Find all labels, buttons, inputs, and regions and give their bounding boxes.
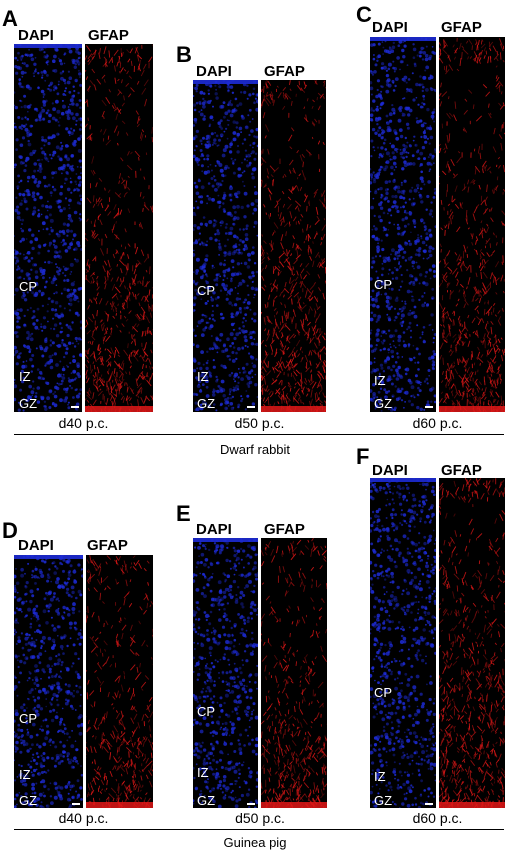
panel-letter: C xyxy=(356,2,372,27)
species-label: Dwarf rabbit xyxy=(219,442,291,457)
scale-bar xyxy=(425,803,433,805)
cp-label: CP xyxy=(197,704,216,719)
panel-letter: E xyxy=(176,501,191,526)
dapi-image xyxy=(193,538,258,808)
gfap-label: GFAP xyxy=(264,63,305,80)
gfap-image xyxy=(85,44,153,412)
iz-label: IZ xyxy=(197,765,209,780)
stage-label: d50 p.c. xyxy=(234,415,285,431)
dapi-label: DAPI xyxy=(196,63,232,80)
scale-bar xyxy=(247,406,255,408)
scale-bar xyxy=(71,406,79,408)
dapi-label: DAPI xyxy=(18,27,54,44)
stage-label: d60 p.c. xyxy=(412,810,463,826)
gfap-label: GFAP xyxy=(88,27,129,44)
gfap-label: GFAP xyxy=(87,537,128,554)
dapi-label: DAPI xyxy=(372,19,408,36)
panel-letter: F xyxy=(356,444,370,469)
gz-label: GZ xyxy=(197,793,216,808)
dapi-image xyxy=(193,80,258,412)
stage-label: d40 p.c. xyxy=(58,415,109,431)
iz-label: IZ xyxy=(19,369,31,384)
cp-label: CP xyxy=(19,711,38,726)
cp-label: CP xyxy=(19,279,38,294)
divider-guinea-pig xyxy=(14,829,504,830)
iz-label: IZ xyxy=(197,369,209,384)
gz-label: GZ xyxy=(19,793,38,808)
gz-label: GZ xyxy=(19,396,38,411)
gfap-label: GFAP xyxy=(441,19,482,36)
cp-label: CP xyxy=(374,277,393,292)
panel-letter: D xyxy=(2,518,18,543)
species-label: Guinea pig xyxy=(223,835,287,850)
gfap-image xyxy=(261,80,326,412)
scale-bar xyxy=(72,803,80,805)
dapi-image xyxy=(14,44,82,412)
scale-bar xyxy=(425,406,433,408)
dapi-image xyxy=(14,555,83,808)
cp-label: CP xyxy=(197,283,216,298)
dapi-label: DAPI xyxy=(372,462,408,479)
panel-letter: A xyxy=(2,6,18,31)
dapi-image xyxy=(370,37,436,412)
cp-label: CP xyxy=(374,685,393,700)
gfap-image xyxy=(439,478,505,808)
gfap-image xyxy=(439,37,505,412)
panel-letter: B xyxy=(176,42,192,67)
stage-label: d60 p.c. xyxy=(412,415,463,431)
gz-label: GZ xyxy=(374,793,393,808)
iz-label: IZ xyxy=(19,767,31,782)
scale-bar xyxy=(247,803,255,805)
dapi-label: DAPI xyxy=(196,521,232,538)
gz-label: GZ xyxy=(374,396,393,411)
gfap-label: GFAP xyxy=(441,462,482,479)
gz-label: GZ xyxy=(197,396,216,411)
gfap-image xyxy=(261,538,327,808)
dapi-label: DAPI xyxy=(18,537,54,554)
gfap-image xyxy=(86,555,153,808)
iz-label: IZ xyxy=(374,373,386,388)
divider-rabbit xyxy=(14,434,504,435)
gfap-label: GFAP xyxy=(264,521,305,538)
stage-label: d50 p.c. xyxy=(235,810,285,826)
dapi-image xyxy=(370,478,436,808)
stage-label: d40 p.c. xyxy=(58,810,109,826)
iz-label: IZ xyxy=(374,769,386,784)
